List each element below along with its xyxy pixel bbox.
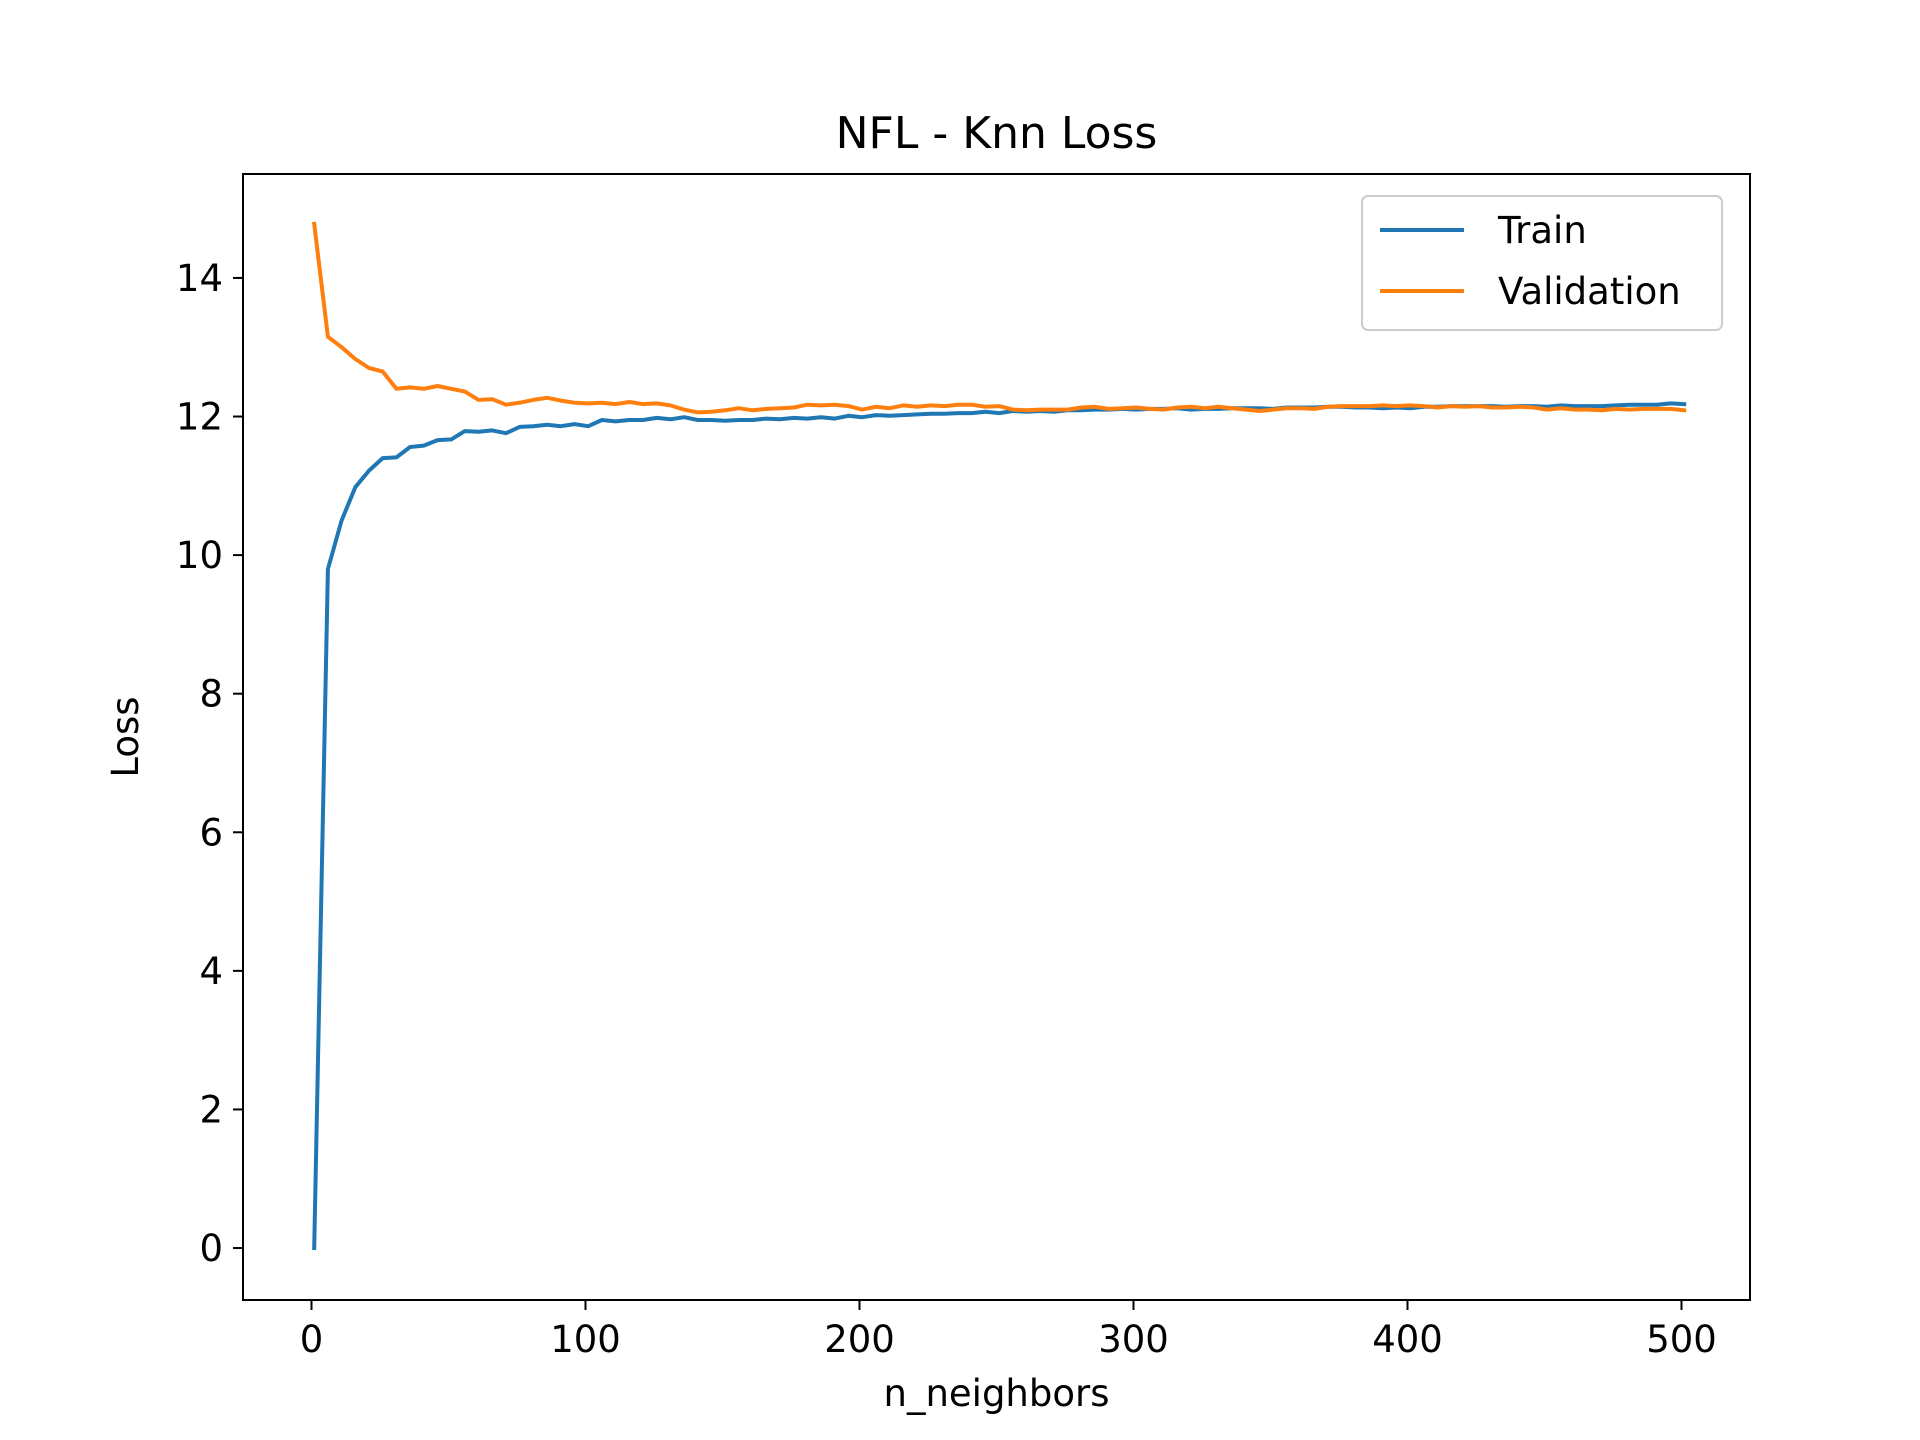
x-tick-label: 100	[550, 1318, 621, 1361]
axes-background	[243, 174, 1750, 1300]
series-layer	[311, 221, 1687, 1251]
y-tick-label: 8	[199, 673, 223, 716]
y-tick-label: 12	[176, 396, 223, 439]
y-tick-label: 6	[199, 811, 223, 854]
x-axis-ticks: 0 100 200 300 400 500	[300, 1300, 1717, 1361]
axes-frame	[242, 173, 1751, 1301]
x-axis-label: n_neighbors	[884, 1372, 1110, 1415]
x-tick-label: 200	[824, 1318, 895, 1361]
y-tick-label: 2	[199, 1088, 223, 1131]
plot-area	[242, 173, 1751, 1301]
x-tick-label: 500	[1646, 1318, 1717, 1361]
x-tick-label: 0	[300, 1318, 324, 1361]
y-tick-label: 10	[176, 534, 223, 577]
y-tick-label: 4	[199, 950, 223, 993]
y-axis-label: Loss	[104, 696, 147, 777]
x-tick-label: 300	[1098, 1318, 1169, 1361]
y-tick-label: 14	[176, 257, 223, 300]
x-tick-label: 400	[1372, 1318, 1443, 1361]
chart-title: NFL - Knn Loss	[836, 108, 1158, 159]
y-axis-ticks: 0 2 4 6 8 10 12 14	[176, 257, 243, 1270]
y-tick-label: 0	[199, 1227, 223, 1270]
legend-label-train: Train	[1497, 209, 1587, 252]
legend-label-validation: Validation	[1498, 270, 1681, 313]
series-line-validation	[311, 221, 1687, 415]
legend: Train Validation	[1361, 195, 1723, 331]
